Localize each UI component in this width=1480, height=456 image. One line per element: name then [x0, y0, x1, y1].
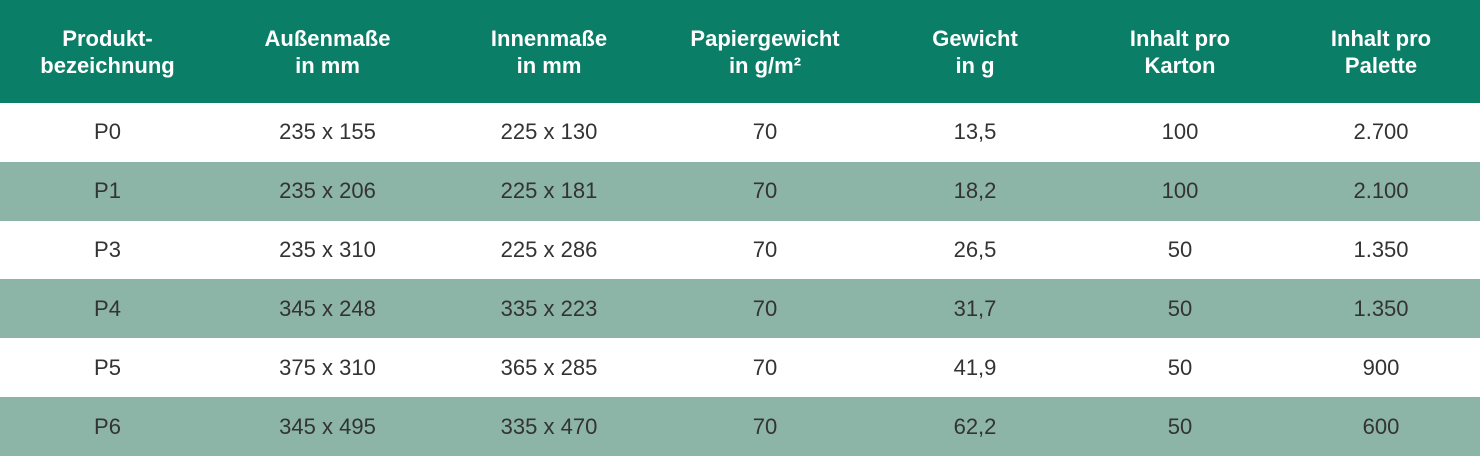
- table-cell: 50: [1167, 354, 1193, 380]
- table-cell: 900: [1362, 354, 1400, 380]
- table-cell: 335 x 223: [440, 279, 658, 339]
- header-cell: Inhalt pro Karton: [1078, 0, 1282, 103]
- table-cell: 62,2: [872, 397, 1078, 456]
- table-cell: 31,7: [872, 279, 1078, 339]
- table-cell: 70: [658, 161, 872, 221]
- table-cell: 235 x 310: [279, 237, 376, 263]
- header-cell: Produkt-bezeichnung: [0, 0, 215, 103]
- table-cell: 2.700: [1353, 119, 1409, 145]
- table-cell: 600: [1282, 397, 1480, 456]
- table-cell: 41,9: [953, 354, 997, 380]
- table-cell: 26,5: [953, 237, 997, 263]
- header-line: in g/m²: [728, 52, 802, 78]
- table-cell: 70: [752, 119, 778, 145]
- header-line: in mm: [295, 52, 360, 78]
- header-line: Produkt-: [62, 25, 153, 51]
- table-cell: 345 x 248: [215, 279, 440, 339]
- table-cell: 1.350: [1353, 237, 1409, 263]
- table-cell: 70: [752, 354, 778, 380]
- header-line: Inhalt pro: [1129, 25, 1231, 51]
- table-cell: 50: [1167, 237, 1193, 263]
- header-cell: Gewicht in g: [872, 0, 1078, 103]
- table-cell: 375 x 310: [279, 354, 376, 380]
- table-cell: 50: [1078, 279, 1282, 339]
- table-cell: P0: [94, 119, 121, 145]
- table-cell: 225 x 286: [500, 237, 598, 263]
- header-cell: Innenmaße in mm: [440, 0, 658, 103]
- table-cell: P3: [94, 237, 121, 263]
- header-cell: Papiergewicht in g/m²: [658, 0, 872, 103]
- table-cell: 1.350: [1282, 279, 1480, 339]
- table-cell: 13,5: [953, 119, 997, 145]
- table-cell: 225 x 130: [500, 119, 598, 145]
- table-cell: 235 x 206: [215, 161, 440, 221]
- table-cell: 365 x 285: [500, 354, 598, 380]
- table-cell: P4: [0, 279, 215, 339]
- table-cell: 335 x 470: [440, 397, 658, 456]
- table-cell: 18,2: [872, 161, 1078, 221]
- table-cell: 100: [1161, 119, 1199, 145]
- table-cell: 225 x 181: [440, 161, 658, 221]
- table-cell: 2.100: [1282, 161, 1480, 221]
- table-cell: 100: [1078, 161, 1282, 221]
- table-cell: 345 x 495: [215, 397, 440, 456]
- header-line: Palette: [1344, 52, 1418, 78]
- header-cell: Außenmaße in mm: [215, 0, 440, 103]
- header-line: in g: [955, 52, 995, 78]
- table-cell: P1: [0, 161, 215, 221]
- header-line: Außenmaße: [264, 25, 391, 51]
- header-line: Karton: [1144, 52, 1216, 78]
- table-cell: P6: [0, 397, 215, 456]
- table-cell: P5: [94, 354, 121, 380]
- table-cell: 70: [658, 397, 872, 456]
- header-line: in mm: [516, 52, 582, 78]
- table-cell: 50: [1078, 397, 1282, 456]
- header-line: Gewicht: [932, 25, 1018, 51]
- header-cell: Inhalt pro Palette: [1282, 0, 1480, 103]
- header-line: Papiergewicht: [690, 25, 840, 51]
- table-cell: 235 x 155: [279, 119, 376, 145]
- table-cell: 70: [752, 237, 778, 263]
- table-cell: 70: [658, 279, 872, 339]
- header-line: bezeichnung: [40, 52, 175, 78]
- header-line: Inhalt pro: [1330, 25, 1432, 51]
- header-line: Innenmaße: [490, 25, 608, 51]
